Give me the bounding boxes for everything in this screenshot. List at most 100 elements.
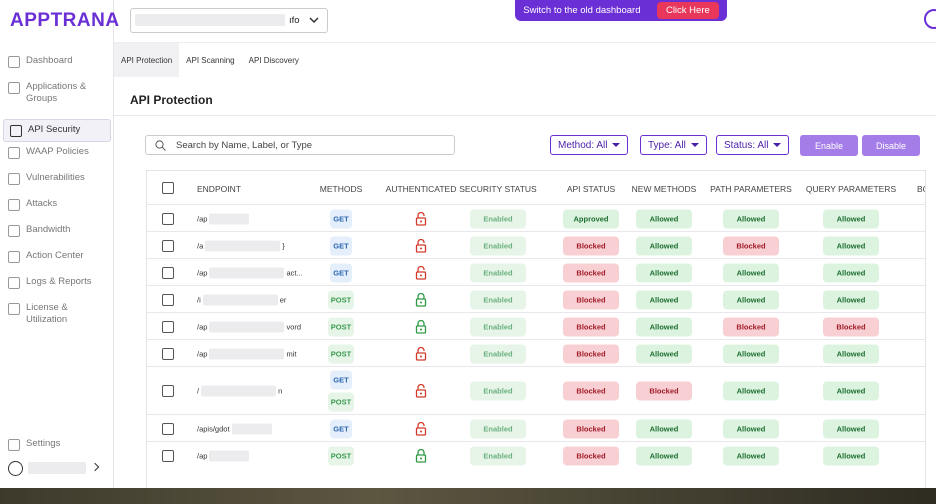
checkbox[interactable] [162,320,174,333]
table-row[interactable]: /apis/gdot GET Enabled Blocked Allowed Allowe… [147,414,925,442]
lock-open [415,346,427,361]
nav-item[interactable]: Bandwidth [8,224,108,237]
column-header: BO [917,184,925,194]
tab[interactable]: API Scanning [186,55,235,65]
security-status: Enabled [470,381,526,401]
table-row[interactable]: /ap vord POST Enabled Blocked Allowed Blocked B… [147,312,925,340]
nav-label: Bandwidth [26,224,71,235]
table-row[interactable]: /ap mit POST Enabled Blocked Allowed Allowed Al… [147,339,925,367]
redaction [205,240,281,251]
new-methods: Allowed [636,236,692,255]
redaction [209,450,250,461]
redaction [135,14,285,26]
profile-icon[interactable] [920,8,936,30]
column-header: METHODS [319,184,363,194]
method-pill: GET [330,263,352,282]
method-pill: GET [330,209,352,228]
redaction [201,385,277,397]
nav-icon [8,147,20,159]
table-row[interactable]: /i er POST Enabled Blocked Allowed Allowed Allo… [147,285,925,313]
security-status: Enabled [470,290,526,309]
nav-item[interactable]: Attacks [8,198,108,211]
switch-banner: Switch to the old dashboard Click Here [515,0,727,21]
lock-closed [415,319,427,334]
nav-label: API Security [28,124,81,135]
selector-text: ıfo [289,15,300,26]
user-menu[interactable] [8,461,103,477]
nav-item[interactable]: Settings [8,438,108,451]
column-header: PATH PARAMETERS [710,184,792,194]
table-row[interactable]: /a} GET Enabled Blocked Allowed Blocked Allowe… [147,231,925,259]
new-methods: Allowed [636,290,692,309]
nav-item[interactable]: API Security [3,119,111,142]
nav-label: Attacks [26,198,58,209]
nav-item[interactable]: Vulnerabilities [8,172,108,185]
nav-item[interactable]: Logs & Reports [8,276,108,289]
query-parameters: Allowed [823,419,879,438]
column-header: ENDPOINT [197,184,241,194]
nav-label: Applications & Groups [26,81,87,104]
table-row[interactable]: /ap POST Enabled Blocked Allowed Allowed Allow… [147,441,925,469]
checkbox[interactable] [162,212,174,225]
endpoint: / n [197,385,282,397]
endpoint-text: /ap [197,451,208,460]
tabs: API Protection API Scanning API Discovery [114,43,306,77]
nav-label: WAAP Policies [26,146,89,157]
endpoint-text: vord [286,322,302,331]
checkbox[interactable] [162,266,174,279]
query-parameters: Allowed [823,209,879,228]
nav-item[interactable]: Applications & Groups [8,81,108,105]
method-pill: POST [328,290,354,309]
path-parameters: Allowed [723,381,779,401]
endpoint: /ap vord [197,321,301,332]
security-status: Enabled [470,419,526,438]
redaction [231,423,272,434]
checkbox[interactable] [162,385,174,397]
app-selector[interactable]: ıfo [130,8,328,33]
action-button[interactable]: Disable [862,135,920,156]
checkbox[interactable] [162,239,174,252]
nav-item[interactable]: WAAP Policies [8,146,108,159]
avatar [8,461,23,476]
api-status: Blocked [563,263,619,282]
table-row[interactable]: /ap act... GET Enabled Blocked Allowed Allowed… [147,258,925,286]
banner-button[interactable]: Click Here [656,2,719,19]
table-row[interactable]: /ap GET Enabled Approved Allowed Allowed Allow… [147,204,925,232]
nav-label: License & Utilization [26,302,68,325]
query-parameters: Allowed [823,290,879,309]
checkbox[interactable] [162,293,174,306]
lock-open [415,421,427,436]
checkbox[interactable] [162,449,174,462]
action-button[interactable]: Enable [800,135,858,156]
lock-open [415,265,427,280]
query-parameters: Allowed [823,236,879,255]
tab[interactable]: API Discovery [248,55,299,65]
endpoint-text: /i [197,295,201,304]
filter-dropdown[interactable]: Method: All [550,135,629,155]
redaction [209,348,285,359]
endpoint: /apis/gdot [197,423,272,434]
table-row[interactable]: / n GET POST Enabled Blocked Blocked Allowed All… [147,366,925,415]
method-pill: GET [330,370,352,390]
endpoint-text: mit [286,349,297,358]
checkbox[interactable] [162,422,174,435]
nav-icon [10,125,22,137]
nav-icon [8,439,20,451]
endpoint-text: er [279,295,287,304]
nav-item[interactable]: Action Center [8,250,108,263]
nav-item[interactable]: License & Utilization [8,302,108,326]
nav-icon [8,199,20,211]
checkbox[interactable] [162,182,174,194]
redaction [209,321,285,332]
sidebar: APPTRANA Dashboard Applications & Groups A… [0,0,119,488]
checkbox[interactable] [162,347,174,360]
tab[interactable]: API Protection [114,43,180,77]
api-status: Approved [563,209,619,228]
filter-dropdown[interactable]: Status: All [716,135,790,155]
search-box[interactable]: Search by Name, Label, or Type [145,135,455,155]
endpoint-text: /ap [197,268,208,277]
api-status: Blocked [563,236,619,255]
nav-item[interactable]: Dashboard [8,55,108,68]
api-status: Blocked [563,381,619,401]
filter-dropdown[interactable]: Type: All [640,135,707,155]
